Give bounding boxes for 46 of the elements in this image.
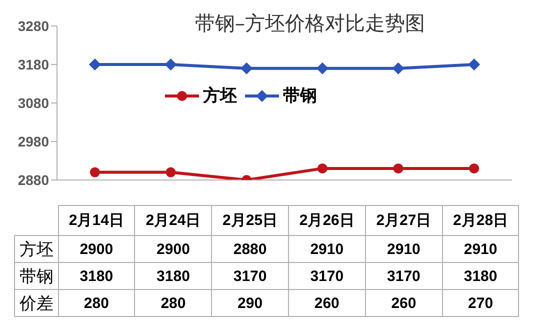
y-tick-label: 2980 — [18, 133, 50, 150]
legend-label: 方坯 — [202, 85, 237, 107]
text: 方坯 — [19, 240, 54, 260]
x-tick-label: 2月27日 — [365, 206, 442, 236]
y-tick-label: 2880 — [18, 172, 50, 188]
text: 260 — [365, 290, 442, 316]
x-tick-label: 2月28日 — [442, 206, 519, 236]
point — [316, 62, 328, 74]
point — [317, 163, 328, 174]
data-label: 3180 — [134, 262, 212, 290]
point — [468, 58, 480, 70]
data-label: 3170 — [288, 262, 366, 290]
point — [393, 163, 404, 174]
text: 带钢 — [19, 266, 54, 286]
data-label: 2910 — [365, 236, 442, 262]
point — [392, 62, 404, 74]
legend-label: 带钢 — [282, 85, 317, 107]
text: 270 — [442, 290, 519, 316]
data-label: 3180 — [442, 262, 519, 290]
text: 280 — [58, 290, 135, 316]
point — [164, 58, 177, 70]
data-label: 3170 — [365, 262, 442, 290]
point — [240, 62, 253, 74]
data-label: 3170 — [212, 262, 288, 290]
data-label: 2910 — [288, 236, 366, 262]
data-label: 3180 — [58, 262, 135, 290]
x-tick-label: 2月25日 — [212, 206, 288, 236]
text: 260 — [288, 290, 366, 316]
data-label: 2900 — [58, 236, 135, 262]
text: 价差 — [14, 290, 58, 316]
x-tick-label: 2月14日 — [58, 206, 135, 236]
data-label: 2910 — [442, 236, 519, 262]
point — [469, 163, 480, 174]
point — [90, 167, 100, 178]
text: 290 — [212, 290, 288, 316]
point — [88, 58, 101, 70]
text: 280 — [134, 290, 212, 316]
data-label: 2900 — [134, 236, 212, 262]
y-tick-label: 3080 — [18, 94, 50, 111]
x-tick-label: 2月26日 — [288, 206, 366, 236]
y-tick-label: 3280 — [18, 18, 50, 34]
data-label: 2880 — [212, 236, 288, 262]
chart-title: 带钢–方坯价格对比走势图 — [194, 10, 426, 37]
y-tick-label: 3180 — [18, 56, 50, 72]
point — [166, 167, 176, 178]
x-tick-label: 2月24日 — [134, 206, 212, 236]
